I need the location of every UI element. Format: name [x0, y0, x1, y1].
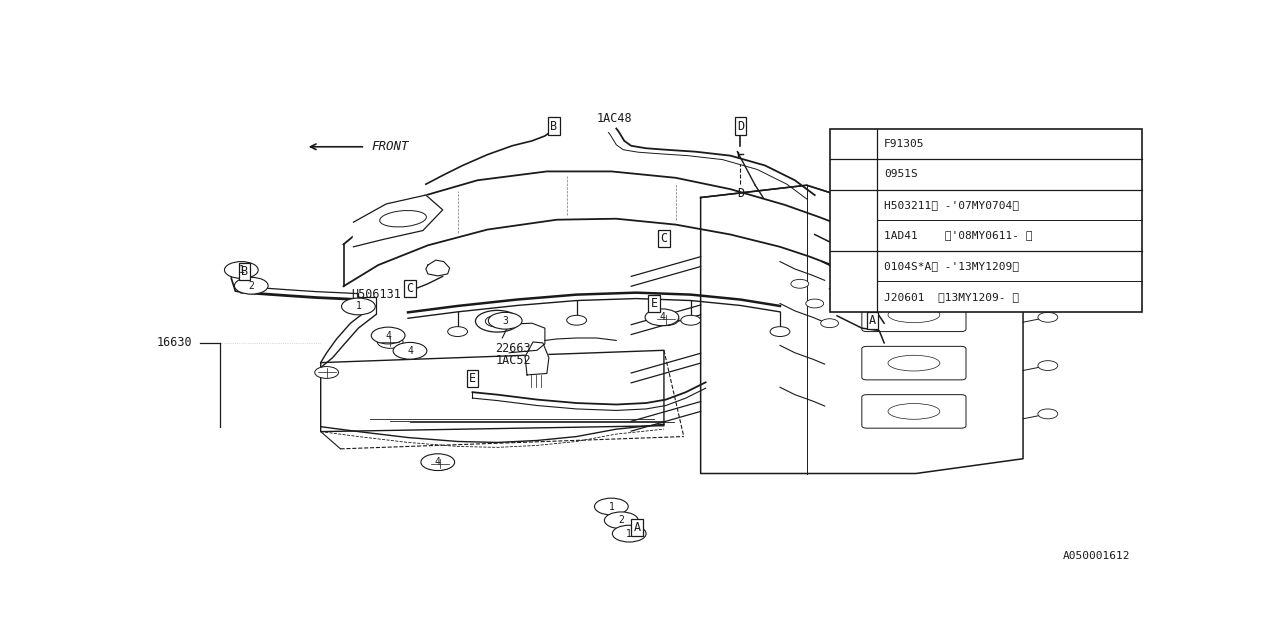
Text: 1: 1: [608, 502, 614, 511]
Text: 4: 4: [435, 457, 440, 467]
Text: 1AC48: 1AC48: [596, 112, 632, 125]
Text: B: B: [550, 120, 557, 132]
Text: 1: 1: [850, 139, 856, 149]
Circle shape: [371, 327, 404, 344]
Text: E: E: [650, 297, 658, 310]
Circle shape: [1038, 264, 1057, 274]
Circle shape: [837, 212, 870, 228]
Circle shape: [393, 342, 426, 359]
Polygon shape: [525, 342, 549, 375]
Circle shape: [234, 277, 268, 294]
Circle shape: [315, 367, 338, 378]
Circle shape: [567, 316, 586, 325]
Circle shape: [771, 326, 790, 337]
Polygon shape: [502, 323, 545, 353]
Text: 1AD41    〈'08MY0611- 〉: 1AD41 〈'08MY0611- 〉: [884, 230, 1033, 241]
Text: 4: 4: [850, 276, 856, 286]
Text: F91305: F91305: [884, 139, 924, 149]
Circle shape: [1038, 409, 1057, 419]
Text: D: D: [737, 120, 744, 132]
Text: C: C: [660, 232, 667, 245]
Text: D: D: [737, 187, 744, 200]
Text: H503211〈 -'07MY0704〉: H503211〈 -'07MY0704〉: [884, 200, 1019, 210]
Text: E: E: [468, 372, 476, 385]
Text: B: B: [241, 265, 248, 278]
Circle shape: [1038, 312, 1057, 322]
Circle shape: [594, 498, 628, 515]
Circle shape: [653, 313, 678, 326]
Text: 16630: 16630: [157, 337, 193, 349]
Circle shape: [448, 326, 467, 337]
Circle shape: [426, 457, 453, 470]
Text: A: A: [634, 521, 641, 534]
Text: A050001612: A050001612: [1062, 551, 1130, 561]
Text: 4: 4: [659, 312, 664, 323]
Circle shape: [224, 262, 259, 278]
Circle shape: [806, 299, 823, 308]
Circle shape: [1038, 361, 1057, 371]
Circle shape: [791, 279, 809, 288]
Text: 22663: 22663: [495, 342, 531, 355]
Circle shape: [837, 136, 870, 152]
Circle shape: [681, 316, 700, 325]
Circle shape: [604, 512, 639, 529]
Text: J20601  〘13MY1209- 〉: J20601 〘13MY1209- 〉: [884, 292, 1019, 301]
Bar: [829, 129, 1142, 312]
Text: 1: 1: [626, 529, 632, 539]
Circle shape: [342, 298, 375, 315]
Text: H506131: H506131: [351, 288, 401, 301]
Circle shape: [421, 454, 454, 470]
Text: A: A: [869, 314, 876, 327]
Circle shape: [837, 273, 870, 290]
Text: C: C: [407, 282, 413, 295]
Text: 2: 2: [248, 281, 255, 291]
Text: 0104S*A〈 -'13MY1209〉: 0104S*A〈 -'13MY1209〉: [884, 261, 1019, 271]
Text: 2: 2: [850, 170, 856, 179]
Text: 1: 1: [356, 301, 361, 312]
Circle shape: [489, 312, 522, 329]
Polygon shape: [353, 195, 443, 247]
Text: 0951S: 0951S: [884, 170, 918, 179]
Circle shape: [378, 335, 403, 348]
Text: 1AC52: 1AC52: [495, 354, 531, 367]
Text: 2: 2: [618, 515, 625, 525]
Text: 4: 4: [385, 330, 392, 340]
Text: 3: 3: [850, 215, 856, 225]
Text: 1: 1: [238, 265, 244, 275]
Circle shape: [820, 319, 838, 328]
Text: 4: 4: [407, 346, 413, 356]
Text: FRONT: FRONT: [371, 140, 408, 153]
Circle shape: [612, 525, 646, 542]
Text: 3: 3: [502, 316, 508, 326]
Circle shape: [645, 309, 678, 326]
Circle shape: [837, 166, 870, 183]
Circle shape: [475, 310, 520, 332]
